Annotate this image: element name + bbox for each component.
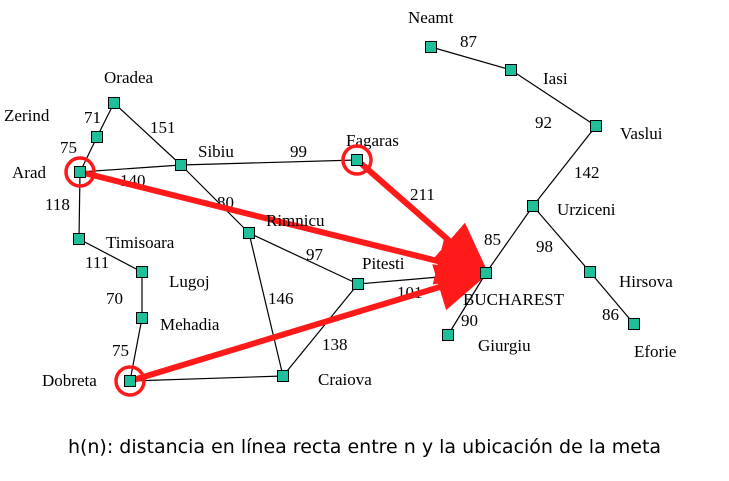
city-node-fagaras: [351, 154, 363, 166]
city-label-pitesti: Pitesti: [362, 254, 405, 273]
city-label-eforie: Eforie: [634, 342, 676, 361]
distance-label-pitesti-craiova: 138: [322, 335, 348, 354]
city-node-mehadia: [136, 312, 148, 324]
heuristic-arrow-fagaras-bucharest: [354, 157, 490, 277]
city-node-rimnicu: [243, 227, 255, 239]
city-node-bucharest: [480, 267, 492, 279]
city-label-mehadia: Mehadia: [160, 315, 220, 334]
city-label-giurgiu: Giurgiu: [478, 336, 531, 355]
distance-label-urziceni-hirsova: 98: [536, 237, 553, 256]
road-dobreta-craiova: [129, 375, 284, 382]
city-node-timisoara: [73, 233, 85, 245]
distance-label-oradea-sibiu: 151: [150, 118, 176, 137]
distance-label-urziceni-bucharest: 85: [484, 230, 501, 249]
road-urziceni-bucharest: [485, 205, 534, 274]
city-label-zerind: Zerind: [4, 106, 50, 125]
city-label-arad: Arad: [12, 163, 46, 182]
distance-label-neamt-iasi: 87: [460, 32, 478, 51]
distance-label-bucharest-giurgiu: 90: [461, 311, 478, 330]
city-label-sibiu: Sibiu: [198, 142, 234, 161]
city-node-lugoj: [136, 266, 148, 278]
highlight-circle-fagaras: [341, 144, 373, 176]
highlight-circle-dobreta: [114, 365, 146, 397]
road-rimnicu-craiova: [248, 232, 284, 377]
city-node-eforie: [628, 318, 640, 330]
distance-label-zerind-oradea: 71: [84, 108, 101, 127]
road-hirsova-eforie: [589, 271, 635, 325]
city-node-hirsova: [584, 266, 596, 278]
road-arad-timisoara: [78, 171, 81, 240]
distance-label-iasi-vaslui: 92: [535, 113, 552, 132]
road-neamt-iasi: [430, 46, 512, 71]
heuristic-arrow-dobreta-bucharest: [127, 264, 491, 384]
city-label-dobreta: Dobreta: [42, 371, 97, 390]
city-label-lugoj: Lugoj: [169, 272, 210, 291]
distance-label-vaslui-urziceni: 142: [574, 163, 600, 182]
city-label-urziceni: Urziceni: [557, 200, 616, 219]
distance-label-rimnicu-pitesti: 97: [306, 245, 324, 264]
distance-label-timisoara-lugoj: 111: [85, 253, 109, 272]
road-sibiu-rimnicu: [180, 164, 250, 234]
city-node-pitesti: [352, 278, 364, 290]
city-label-bucharest: BUCHAREST: [463, 290, 565, 309]
city-node-neamt: [425, 41, 437, 53]
city-label-iasi: Iasi: [543, 69, 568, 88]
city-node-giurgiu: [442, 329, 454, 341]
road-mehadia-dobreta: [129, 317, 143, 382]
city-node-sibiu: [175, 159, 187, 171]
city-label-vaslui: Vaslui: [620, 124, 663, 143]
city-label-neamt: Neamt: [408, 8, 454, 27]
city-node-oradea: [108, 97, 120, 109]
heuristic-arrow-arad-bucharest: [77, 169, 491, 285]
city-node-dobreta: [124, 375, 136, 387]
road-arad-sibiu: [79, 164, 182, 173]
road-urziceni-hirsova: [532, 205, 591, 273]
city-node-arad: [74, 166, 86, 178]
road-rimnicu-pitesti: [248, 232, 359, 285]
city-node-vaslui: [590, 120, 602, 132]
city-labels-layer: Neamt Iasi Vaslui Urziceni Hirsova Eforie BUCH…: [4, 8, 676, 390]
city-node-urziceni: [527, 200, 539, 212]
road-pitesti-craiova: [282, 283, 359, 377]
distance-label-rimnicu-craiova: 146: [268, 289, 294, 308]
city-label-rimnicu: Rimnicu: [266, 211, 325, 230]
heuristic-arrows-layer: [77, 157, 491, 384]
city-label-craiova: Craiova: [318, 370, 372, 389]
heuristic-caption: h(n): distancia en línea recta entre n y…: [67, 436, 662, 458]
city-label-timisoara: Timisoara: [106, 233, 175, 252]
road-oradea-sibiu: [113, 102, 182, 166]
distance-label-lugoj-mehadia: 70: [106, 289, 123, 308]
road-iasi-vaslui: [510, 69, 597, 127]
city-node-zerind: [91, 131, 103, 143]
road-timisoara-lugoj: [78, 238, 143, 273]
distance-label-mehadia-dobreta: 75: [112, 341, 129, 360]
distance-label-hirsova-eforie: 86: [602, 305, 619, 324]
highlight-circles-layer: [64, 144, 373, 397]
cities-layer: [73, 41, 640, 387]
distance-label-sibiu-fagaras: 99: [290, 142, 307, 161]
city-label-hirsova: Hirsova: [619, 272, 673, 291]
city-node-craiova: [277, 370, 289, 382]
distance-label-fagaras-bucharest: 211: [410, 185, 435, 204]
road-sibiu-fagaras: [180, 159, 358, 166]
highlight-circle-arad: [64, 156, 96, 188]
city-node-iasi: [505, 64, 517, 76]
city-label-oradea: Oradea: [104, 68, 154, 87]
distance-label-arad-zerind: 75: [60, 138, 77, 157]
road-vaslui-urziceni: [532, 125, 597, 207]
distance-label-arad-timisoara: 118: [45, 195, 70, 214]
